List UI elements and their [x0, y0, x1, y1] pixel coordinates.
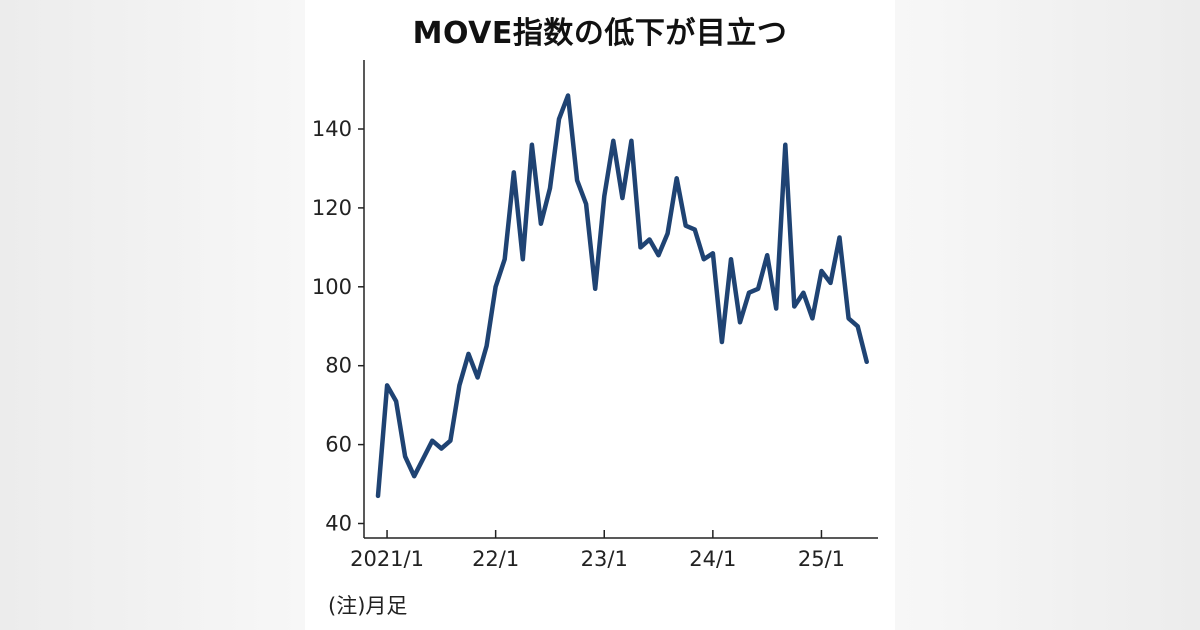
x-axis-ticks: 2021/1 22/1 23/1 24/1 25/1 [350, 530, 845, 571]
x-tick-label: 23/1 [581, 547, 628, 571]
x-tick-label: 2021/1 [350, 547, 424, 571]
y-tick-label: 40 [325, 512, 352, 536]
y-tick-label: 120 [312, 196, 352, 220]
y-tick-label: 60 [325, 433, 352, 457]
x-tick-label: 22/1 [472, 547, 519, 571]
x-tick-label: 25/1 [798, 547, 845, 571]
y-tick-label: 100 [312, 275, 352, 299]
move-index-line [375, 93, 869, 499]
y-tick-label: 80 [325, 354, 352, 378]
y-axis-ticks: 40 60 80 100 120 140 [312, 117, 364, 536]
x-tick-label: 24/1 [689, 547, 736, 571]
y-tick-label: 140 [312, 117, 352, 141]
chart-panel: MOVE指数の低下が目立つ [305, 0, 895, 630]
chart-title: MOVE指数の低下が目立つ [412, 16, 788, 51]
chart-note: (注)月足 [328, 594, 408, 618]
